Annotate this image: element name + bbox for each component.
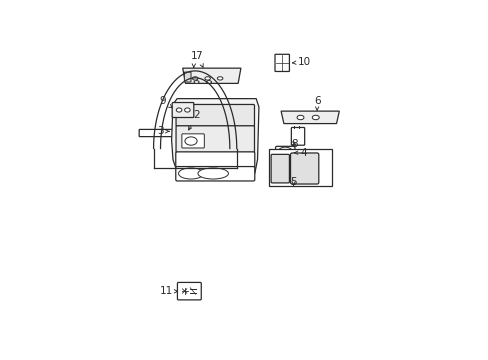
Text: 6: 6 <box>313 96 320 110</box>
Ellipse shape <box>204 77 210 80</box>
Ellipse shape <box>296 115 304 120</box>
FancyBboxPatch shape <box>177 283 201 300</box>
Ellipse shape <box>198 168 228 179</box>
Polygon shape <box>171 99 259 174</box>
Polygon shape <box>183 68 241 84</box>
Ellipse shape <box>217 77 223 80</box>
Ellipse shape <box>194 81 199 84</box>
FancyBboxPatch shape <box>291 127 304 145</box>
Ellipse shape <box>192 77 198 80</box>
Ellipse shape <box>206 81 211 84</box>
Text: 10: 10 <box>292 57 311 67</box>
FancyBboxPatch shape <box>184 72 191 82</box>
FancyBboxPatch shape <box>172 103 193 117</box>
Ellipse shape <box>184 137 197 145</box>
Text: 3: 3 <box>156 126 169 136</box>
Text: 2: 2 <box>188 110 200 130</box>
FancyBboxPatch shape <box>270 154 289 183</box>
Ellipse shape <box>178 168 203 179</box>
Text: 5: 5 <box>290 177 296 187</box>
Ellipse shape <box>312 115 319 120</box>
Ellipse shape <box>184 108 190 112</box>
FancyBboxPatch shape <box>175 167 254 181</box>
FancyBboxPatch shape <box>274 54 289 72</box>
Text: 7: 7 <box>194 51 203 67</box>
Polygon shape <box>281 111 339 123</box>
FancyBboxPatch shape <box>175 152 254 168</box>
FancyBboxPatch shape <box>275 146 294 159</box>
Text: 4: 4 <box>294 148 306 158</box>
Text: 1: 1 <box>190 51 197 67</box>
FancyBboxPatch shape <box>182 134 204 148</box>
Text: 11: 11 <box>160 286 177 296</box>
Text: 9: 9 <box>159 96 172 108</box>
FancyBboxPatch shape <box>139 129 201 136</box>
Ellipse shape <box>277 147 292 158</box>
Bar <box>268 149 332 186</box>
FancyBboxPatch shape <box>176 126 254 152</box>
Ellipse shape <box>176 108 182 112</box>
FancyBboxPatch shape <box>176 104 254 126</box>
FancyBboxPatch shape <box>290 153 318 184</box>
Text: 8: 8 <box>291 139 298 149</box>
